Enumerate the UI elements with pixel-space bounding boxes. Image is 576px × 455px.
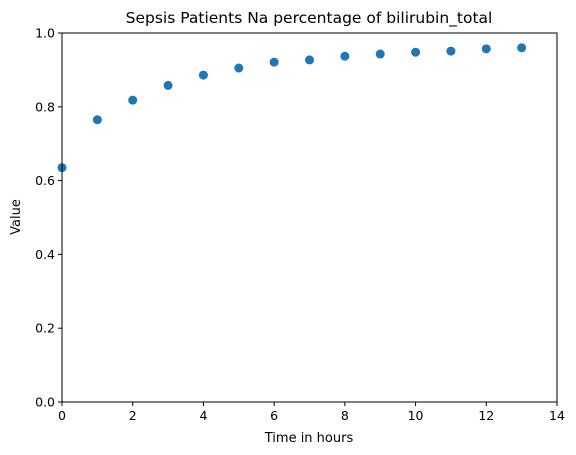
x-tick-label: 4 <box>199 408 207 423</box>
data-point <box>481 44 491 54</box>
data-point <box>340 51 350 61</box>
y-tick-label: 0.4 <box>35 247 55 262</box>
y-tick-label: 0.6 <box>35 173 55 188</box>
data-point <box>305 55 314 65</box>
data-point <box>517 43 527 53</box>
x-tick-label: 6 <box>270 408 278 423</box>
x-tick-label: 14 <box>549 408 565 423</box>
x-tick-label: 2 <box>129 408 137 423</box>
data-point <box>446 46 456 56</box>
data-point <box>269 57 279 67</box>
plot-frame <box>61 32 558 403</box>
x-axis-label: Time in hours <box>264 431 354 446</box>
chart-title: Sepsis Patients Na percentage of bilirub… <box>126 9 493 28</box>
data-point <box>92 115 102 125</box>
x-tick-label: 0 <box>58 408 66 423</box>
x-tick-label: 12 <box>478 408 494 423</box>
y-tick-label: 0.0 <box>35 395 55 410</box>
data-point <box>198 70 208 80</box>
x-tick-label: 8 <box>341 408 349 423</box>
y-tick-label: 0.2 <box>35 321 55 336</box>
plot-area: 0 2 4 6 8 10 12 14 0.0 0.2 0.4 0.6 0.8 1.0 <box>35 26 565 424</box>
data-point <box>128 95 138 105</box>
data-point <box>411 47 421 57</box>
y-tick-label: 1.0 <box>35 26 55 41</box>
data-point <box>375 49 385 59</box>
y-tick-label: 0.8 <box>35 99 55 114</box>
x-tick-label: 10 <box>408 408 424 423</box>
y-axis-label: Value <box>9 199 24 235</box>
data-point <box>234 63 244 73</box>
data-point <box>163 80 173 90</box>
